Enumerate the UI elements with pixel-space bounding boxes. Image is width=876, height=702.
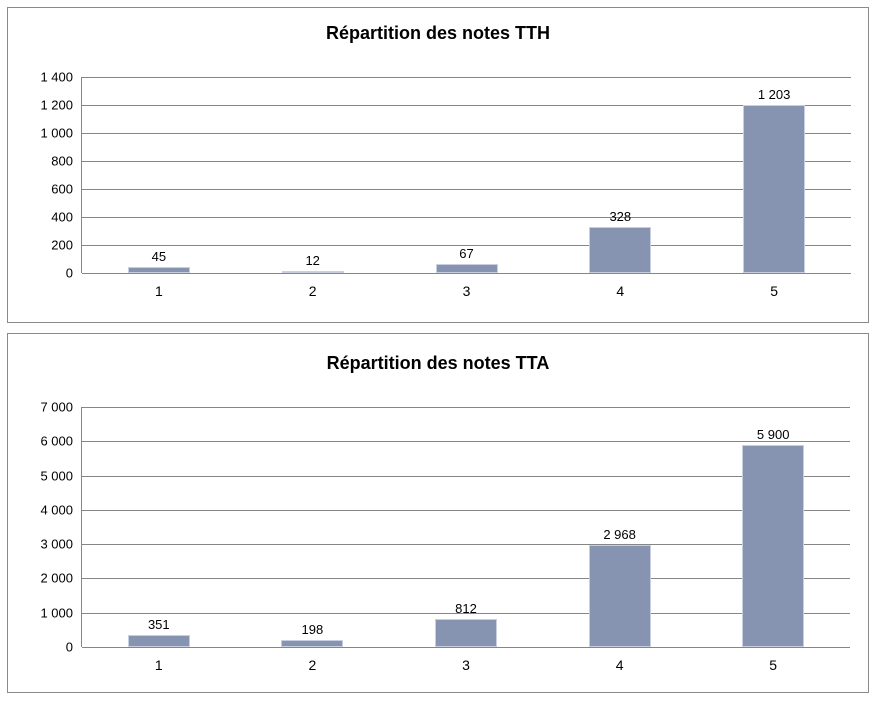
- y-tick-label: 1 200: [40, 97, 73, 113]
- bar: [128, 267, 190, 273]
- x-tick-label: 4: [615, 657, 624, 673]
- x-tick-label: 3: [462, 283, 471, 299]
- y-tick-label: 600: [51, 181, 73, 197]
- gridline: [82, 544, 850, 545]
- bar-value-label: 67: [459, 246, 474, 261]
- bar-value-label: 198: [301, 622, 324, 637]
- plot-area-tta: 7 000 6 000 5 000 4 000 3 000 2 000 1 000 0 351 1…: [40, 400, 850, 673]
- bar-value-label: 45: [151, 249, 167, 264]
- bar-value-label: 2 968: [603, 527, 636, 542]
- y-tick-label: 800: [51, 153, 73, 169]
- chart-title-tth: Répartition des notes TTH: [325, 23, 550, 43]
- bar: [282, 271, 344, 273]
- y-tick-label: 1 000: [40, 125, 73, 141]
- x-tick-label: 3: [462, 657, 470, 673]
- x-tick-label: 5: [769, 657, 778, 673]
- bar-value-label: 12: [305, 253, 320, 268]
- y-tick-label: 0: [65, 639, 73, 655]
- gridline: [82, 77, 851, 78]
- gridline: [82, 217, 851, 218]
- bar: [436, 264, 498, 273]
- y-tick-label: 7 000: [40, 399, 73, 415]
- bar: [742, 445, 804, 647]
- y-tick-label: 6 000: [40, 433, 73, 449]
- bar: [281, 640, 343, 647]
- x-axis-line: [82, 647, 850, 648]
- chart-repartition-tta: Répartition des notes TTA 7 000 6 000 5 00…: [7, 333, 869, 693]
- bar-value-label: 1 203: [757, 87, 791, 102]
- y-tick-label: 1 400: [40, 69, 73, 85]
- gridline: [82, 476, 850, 477]
- y-tick-label: 0: [65, 265, 73, 281]
- x-tick-label: 2: [308, 283, 317, 299]
- y-tick-label: 5 000: [40, 468, 73, 484]
- bar-value-label: 812: [455, 601, 477, 616]
- gridline: [82, 578, 850, 579]
- gridline: [82, 105, 851, 106]
- gridline: [82, 245, 851, 246]
- chart-repartition-tth: Répartition des notes TTH 1 400 1 200 1 00…: [7, 7, 869, 323]
- gridline: [82, 133, 851, 134]
- y-tick-label: 400: [51, 209, 73, 225]
- gridline: [82, 189, 851, 190]
- x-tick-label: 5: [770, 283, 778, 299]
- gridline: [82, 613, 850, 614]
- bar: [435, 619, 497, 647]
- y-tick-label: 1 000: [40, 605, 73, 621]
- x-tick-label: 1: [154, 283, 163, 299]
- bar-value-label: 328: [609, 209, 632, 224]
- chart-title-tta: Répartition des notes TTA: [326, 353, 550, 373]
- y-tick-label: 2 000: [40, 570, 73, 586]
- bar: [743, 105, 805, 273]
- gridline: [82, 161, 851, 162]
- plot-area-tth: 1 400 1 200 1 000 800 600 400 200 0 45 1 12 2 67 3 328…: [40, 70, 851, 299]
- x-tick-label: 2: [308, 657, 317, 673]
- gridline: [82, 407, 850, 408]
- y-tick-label: 4 000: [40, 502, 73, 518]
- x-axis-line: [82, 273, 851, 274]
- x-tick-label: 4: [616, 283, 625, 299]
- y-tick-label: 200: [51, 237, 73, 253]
- bar: [589, 545, 651, 647]
- gridline: [82, 441, 850, 442]
- y-tick-label: 3 000: [40, 536, 73, 552]
- bar: [128, 635, 190, 647]
- bar-value-label: 5 900: [756, 427, 790, 442]
- gridline: [82, 510, 850, 511]
- bar: [589, 227, 651, 273]
- x-tick-label: 1: [154, 657, 163, 673]
- bar-value-label: 351: [147, 617, 170, 632]
